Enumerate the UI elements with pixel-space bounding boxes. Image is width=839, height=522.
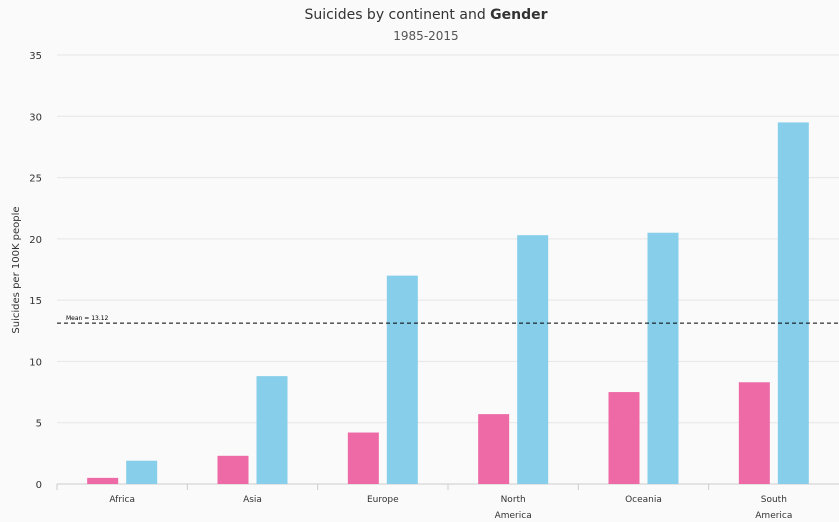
bar-series1-cat2[interactable]: [386, 275, 418, 484]
x-tick-label: Asia: [243, 495, 262, 505]
bar-series1-cat5[interactable]: [777, 122, 809, 485]
x-tick-label-line: America: [495, 511, 532, 521]
bar-series1-cat1[interactable]: [256, 376, 288, 484]
y-tick-label: 30: [29, 112, 42, 123]
y-tick-label: 35: [29, 51, 42, 62]
y-tick-label: 20: [29, 235, 42, 246]
bar-series0-cat0[interactable]: [87, 477, 119, 484]
x-tick-label-line: South: [761, 495, 787, 505]
bar-series1-cat4[interactable]: [647, 232, 679, 484]
chart-title-bold: Gender: [490, 7, 547, 23]
x-tick-label-line: Asia: [243, 495, 262, 505]
x-tick-label-line: Africa: [109, 495, 135, 505]
bars: [87, 122, 809, 485]
mean-annotation: Mean = 13.12: [57, 315, 839, 324]
y-axis-label: Suicides per 100K people: [11, 206, 22, 333]
chart-title: Suicides by continent and Gender: [304, 7, 547, 23]
y-tick-label: 0: [36, 480, 42, 491]
y-tick-label: 5: [36, 419, 42, 430]
bar-series1-cat3[interactable]: [517, 235, 549, 484]
bar-series1-cat0[interactable]: [126, 460, 158, 484]
chart-subtitle: 1985-2015: [393, 29, 458, 43]
x-tick-label-line: America: [755, 511, 792, 521]
y-tick-label: 25: [29, 174, 42, 185]
x-tick-label: South America: [755, 495, 792, 521]
x-tick-label-line: Oceania: [625, 495, 662, 505]
x-tick-labels: Africa Asia Europe North America Oceania South…: [56, 484, 792, 521]
y-tick-labels: 0 5 10 15 20 25 30 35: [29, 51, 42, 491]
x-tick-label: Europe: [367, 495, 399, 505]
bar-series0-cat1[interactable]: [217, 455, 249, 484]
bar-series0-cat5[interactable]: [738, 382, 770, 484]
gridlines: [57, 54, 839, 485]
x-tick-label: Africa: [109, 495, 135, 505]
bar-series0-cat2[interactable]: [347, 432, 379, 484]
x-tick-label-line: North: [501, 495, 526, 505]
bar-series0-cat3[interactable]: [478, 414, 510, 484]
x-tick-label: North America: [495, 495, 532, 521]
y-tick-label: 15: [29, 296, 42, 307]
mean-label: Mean = 13.12: [66, 315, 109, 322]
x-tick-label-line: Europe: [367, 495, 399, 505]
y-tick-label: 10: [29, 357, 42, 368]
bar-series0-cat4[interactable]: [608, 392, 640, 484]
x-tick-label: Oceania: [625, 495, 662, 505]
chart-title-prefix: Suicides by continent and: [304, 7, 490, 23]
